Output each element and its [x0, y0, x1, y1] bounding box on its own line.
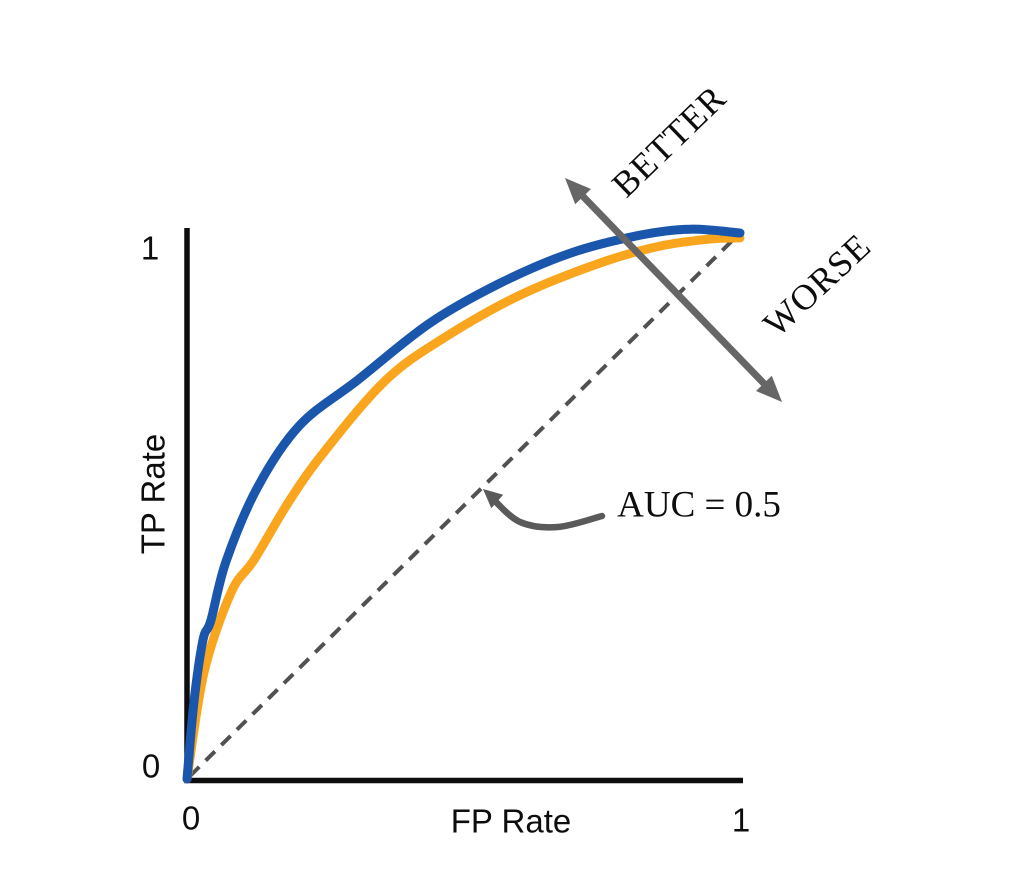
auc-annotation-arrow: [483, 489, 606, 531]
x-axis-tick-0: 0: [181, 799, 201, 837]
auc-value-label: AUC = 0.5: [617, 484, 781, 526]
y-axis-tick-1: 1: [140, 229, 160, 267]
y-axis-title: TP Rate: [134, 433, 172, 555]
y-axis-tick-0: 0: [141, 747, 161, 785]
x-axis-title: FP Rate: [450, 802, 572, 840]
x-axis-tick-1: 1: [731, 801, 751, 839]
roc-curve-orange: [182, 233, 745, 784]
chance-diagonal-line: [188, 231, 742, 778]
better-worse-arrow: [565, 178, 782, 402]
